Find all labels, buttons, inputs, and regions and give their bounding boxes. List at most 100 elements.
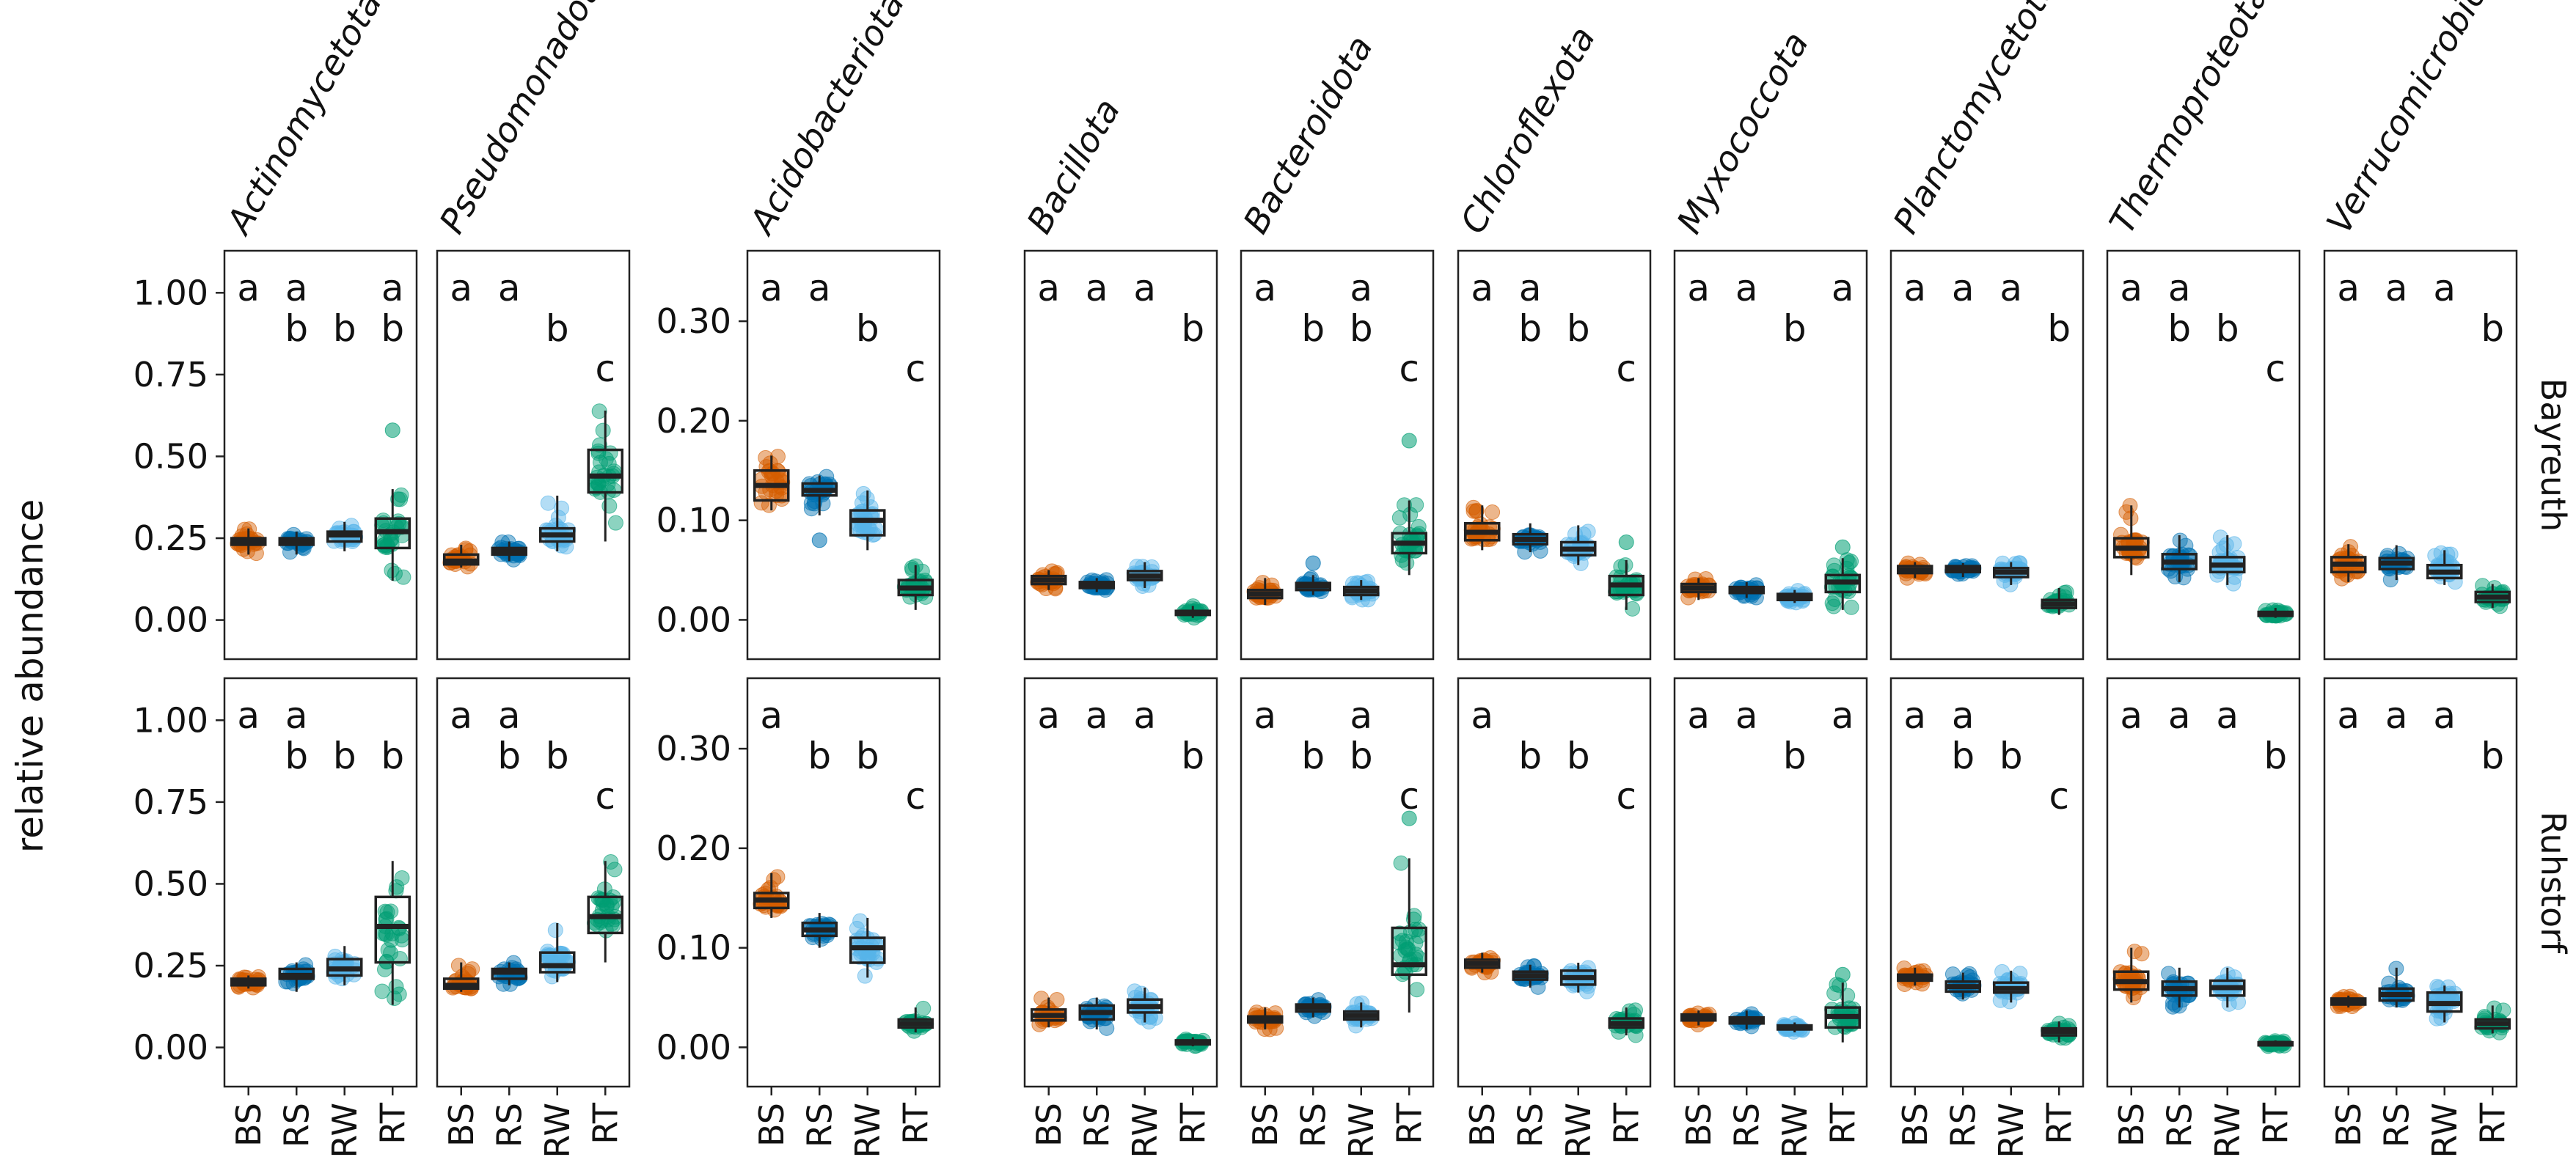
y-tick-label: 0.20	[656, 401, 731, 441]
data-point-rt	[1625, 600, 1641, 617]
x-tick-label-rs: RS	[2376, 1103, 2416, 1147]
significance-letter: b	[381, 735, 404, 777]
significance-letter: b	[2216, 307, 2239, 350]
facet-title-planctomycetota: Planctomycetota	[1886, 0, 2066, 240]
significance-letter: a	[381, 267, 404, 309]
significance-letter: a	[2216, 694, 2239, 737]
data-point-rt	[393, 487, 409, 503]
x-tick-label-rs: RS	[277, 1103, 316, 1147]
significance-letter: b	[497, 735, 521, 777]
significance-letter: a	[1999, 267, 2022, 309]
x-tick-label-bs: BS	[1463, 1103, 1502, 1147]
x-tick-label-rs: RS	[799, 1103, 839, 1147]
data-point-rw	[2209, 567, 2225, 583]
significance-letter: a	[450, 267, 472, 309]
facet-title-verrucomicrobiota: Verrucomicrobiota	[2319, 0, 2513, 240]
significance-letter: a	[1952, 694, 1975, 737]
significance-letter: b	[1783, 307, 1807, 350]
x-tick-label-rs: RS	[2159, 1103, 2199, 1147]
outlier-point-rt	[384, 422, 400, 438]
significance-letter: a	[2385, 694, 2408, 737]
x-tick-label-rw: RW	[1125, 1103, 1165, 1158]
data-point-rw	[2225, 576, 2242, 592]
x-tick-label-rw: RW	[1559, 1103, 1598, 1158]
data-point-rt	[376, 537, 392, 553]
data-point-bs	[753, 495, 769, 511]
significance-letter: b	[333, 735, 356, 777]
data-point-bs	[766, 872, 782, 888]
data-point-rt	[607, 515, 623, 531]
data-point-rt	[1391, 935, 1407, 951]
significance-letter: a	[285, 267, 308, 309]
panel-frame-verrucomicrobiota-ruhstorf	[2323, 677, 2518, 1088]
row-label-bayreuth: Bayreuth	[2533, 378, 2573, 532]
x-tick-label-rw: RW	[848, 1103, 888, 1158]
significance-letter: a	[1735, 694, 1758, 737]
significance-letter: b	[285, 735, 308, 777]
data-point-rt	[598, 451, 614, 467]
box-rt	[1391, 926, 1427, 977]
significance-letter: b	[2481, 307, 2504, 350]
significance-letter: c	[2049, 775, 2070, 818]
significance-letter: a	[1086, 694, 1108, 737]
data-point-rw	[2012, 966, 2028, 982]
data-point-rt	[1843, 599, 1859, 615]
y-tick-label: 0.20	[656, 829, 731, 868]
x-tick-label-rt: RT	[2473, 1102, 2512, 1145]
data-point-rt	[1393, 947, 1409, 963]
significance-letter: c	[2266, 348, 2286, 390]
y-tick-label: 0.50	[133, 864, 208, 903]
data-point-rw	[857, 968, 873, 984]
y-tick-label: 0.75	[133, 782, 208, 822]
significance-letter: b	[1301, 735, 1325, 777]
significance-letter: a	[1832, 267, 1854, 309]
facet-title-actinomycetota: Actinomycetota	[218, 0, 390, 243]
significance-letter: a	[1471, 694, 1493, 737]
panel-frame-chloroflexota-ruhstorf	[1457, 677, 1652, 1088]
significance-letter: a	[2385, 267, 2408, 309]
facet-title-chloroflexota: Chloroflexota	[1453, 20, 1603, 240]
significance-letter: a	[808, 267, 831, 309]
significance-letter: a	[1952, 267, 1975, 309]
significance-letter: a	[1903, 267, 1926, 309]
x-tick-label-bs: BS	[1679, 1103, 1719, 1147]
data-point-rt	[380, 942, 396, 958]
facet-title-pseudomonadota: Pseudomonadota	[432, 0, 617, 240]
data-point-rt	[904, 559, 920, 576]
significance-letter: c	[596, 348, 616, 390]
panel-frame-actinomycetota-ruhstorf	[223, 677, 418, 1088]
significance-letter: b	[1951, 735, 1975, 777]
data-point-bs	[2134, 946, 2150, 962]
y-tick-label: 0.25	[133, 518, 208, 558]
panel-frame-acidobacteriota-bayreuth	[746, 249, 941, 661]
x-tick-label-rt: RT	[373, 1102, 412, 1145]
significance-letter: a	[2168, 694, 2191, 737]
box-rw	[539, 951, 576, 974]
x-tick-label-rt: RT	[1606, 1102, 1646, 1145]
significance-letter: a	[1735, 267, 1758, 309]
significance-letter: a	[237, 267, 260, 309]
significance-letter: b	[1567, 735, 1590, 777]
panel-frame-bacillota-bayreuth	[1023, 249, 1218, 661]
significance-letter: b	[1350, 735, 1373, 777]
facet-title-bacillota: Bacillota	[1020, 92, 1129, 240]
panel-frame-planctomycetota-ruhstorf	[1889, 677, 2085, 1088]
panel-frame-myxococcota-ruhstorf	[1673, 677, 1868, 1088]
facet-title-bacteroidota: Bacteroidota	[1236, 29, 1381, 240]
panel-frame-thermoproteota-bayreuth	[2106, 249, 2301, 661]
x-tick-label-bs: BS	[442, 1103, 481, 1147]
significance-letter: b	[1567, 307, 1590, 350]
significance-letter: a	[1133, 694, 1156, 737]
data-point-rs	[813, 931, 830, 947]
data-point-rt	[595, 422, 611, 438]
data-point-rt	[1409, 982, 1425, 998]
x-tick-label-bs: BS	[1029, 1103, 1069, 1147]
significance-letter: b	[2264, 735, 2287, 777]
panel-frame-actinomycetota-bayreuth	[223, 249, 418, 661]
data-point-rt	[1826, 557, 1842, 573]
significance-letter: a	[1133, 267, 1156, 309]
significance-letter: b	[2481, 735, 2504, 777]
significance-letter: a	[1903, 694, 1926, 737]
data-point-rt	[395, 569, 411, 585]
data-point-rw	[2212, 529, 2228, 546]
